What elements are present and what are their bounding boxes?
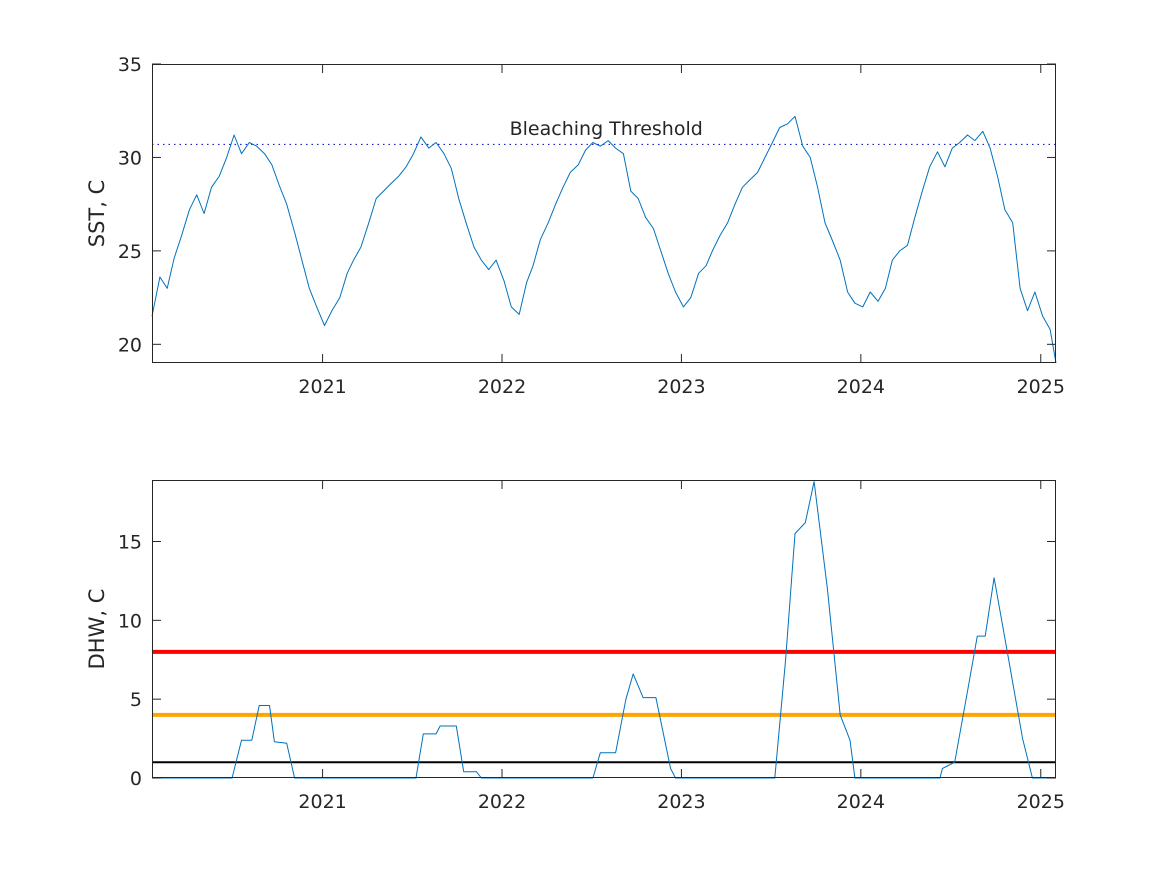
dhw-xtick-label: 2021 — [298, 791, 346, 813]
dhw-ytick-label: 15 — [118, 531, 142, 553]
sst-xtick-label: 2021 — [298, 376, 346, 398]
sst-ytick-label: 35 — [118, 54, 142, 76]
dhw-xtick-label: 2025 — [1017, 791, 1065, 813]
sst-ytick-label: 25 — [118, 241, 142, 263]
sst-xtick-label: 2025 — [1017, 376, 1065, 398]
sst-ytick-label: 30 — [118, 147, 142, 169]
dhw-axes: 0 5 10 15 2021 2022 2023 2024 2025 DHW, C — [85, 480, 1065, 813]
sst-plot-area — [152, 64, 1056, 363]
sst-axes-box — [152, 64, 1056, 363]
bleaching-threshold-label: Bleaching Threshold — [510, 118, 703, 140]
dhw-xtick-label: 2023 — [657, 791, 705, 813]
dhw-series-line — [152, 481, 1056, 779]
dhw-ytick-label: 10 — [118, 610, 142, 632]
sst-series-line — [151, 115, 1057, 364]
dhw-xtick-label: 2022 — [478, 791, 526, 813]
sst-ylabel: SST, C — [85, 180, 109, 248]
sst-ytick-label: 20 — [118, 334, 142, 356]
sst-xtick-label: 2022 — [478, 376, 526, 398]
sst-xtick-label: 2023 — [657, 376, 705, 398]
dhw-plot-area — [152, 480, 1056, 778]
dhw-axes-box — [152, 480, 1056, 778]
dhw-xtick-label: 2024 — [837, 791, 885, 813]
dhw-ytick-label: 5 — [130, 689, 142, 711]
dhw-ylabel: DHW, C — [85, 589, 109, 670]
dhw-ytick-label: 0 — [130, 768, 142, 790]
sst-xtick-label: 2024 — [837, 376, 885, 398]
